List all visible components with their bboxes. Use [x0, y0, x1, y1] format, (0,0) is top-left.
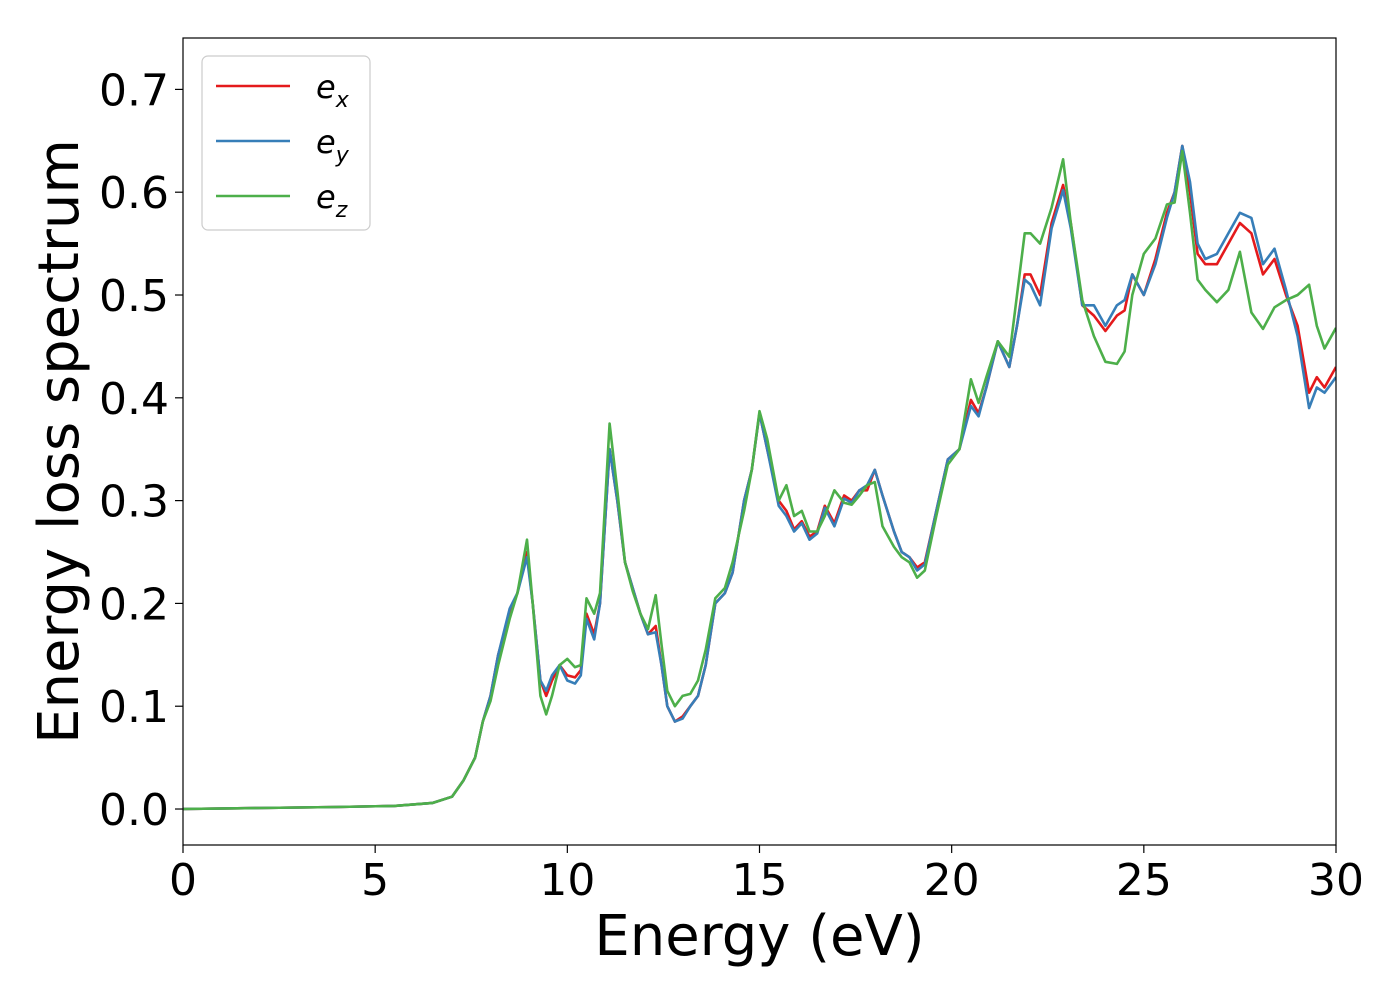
y-axis-title: Energy loss spectrum — [27, 139, 92, 744]
x-tick-label: 5 — [361, 855, 389, 906]
x-axis-title: Energy (eV) — [594, 904, 924, 969]
y-axis: 0.0 0.1 0.2 0.3 0.4 0.5 0.6 0.7 — [99, 65, 183, 836]
x-tick-label: 0 — [169, 855, 197, 906]
legend-label-z: ez — [316, 178, 348, 223]
y-tick-label: 0.2 — [99, 579, 169, 630]
legend-label-subscript: z — [335, 198, 348, 223]
series-layer — [183, 144, 1336, 811]
series-line-z — [183, 149, 1336, 811]
y-tick-label: 0.1 — [99, 682, 169, 733]
legend-label-base: e — [316, 123, 336, 161]
x-tick-label: 10 — [539, 855, 595, 906]
x-axis: 0 5 10 15 20 25 30 — [169, 845, 1364, 906]
y-tick-label: 0.7 — [99, 65, 169, 116]
legend-label-y: ey — [316, 123, 350, 168]
y-tick-label: 0.5 — [99, 271, 169, 322]
y-tick-label: 0.6 — [99, 168, 169, 219]
x-tick-label: 25 — [1116, 855, 1172, 906]
series-line-x — [183, 144, 1336, 811]
y-tick-label: 0.3 — [99, 477, 169, 528]
x-tick-label: 15 — [732, 855, 788, 906]
legend-label-base: e — [316, 178, 336, 216]
legend-label-subscript: y — [335, 143, 350, 168]
y-tick-label: 0.4 — [99, 374, 169, 425]
legend-label-x: ex — [316, 68, 350, 113]
y-tick-label: 0.0 — [99, 785, 169, 836]
legend-label-base: e — [316, 68, 336, 106]
x-tick-label: 20 — [924, 855, 980, 906]
legend-label-subscript: x — [335, 88, 350, 113]
series-line-y — [183, 144, 1336, 811]
legend-frame — [201, 55, 371, 231]
x-tick-label: 30 — [1308, 855, 1364, 906]
